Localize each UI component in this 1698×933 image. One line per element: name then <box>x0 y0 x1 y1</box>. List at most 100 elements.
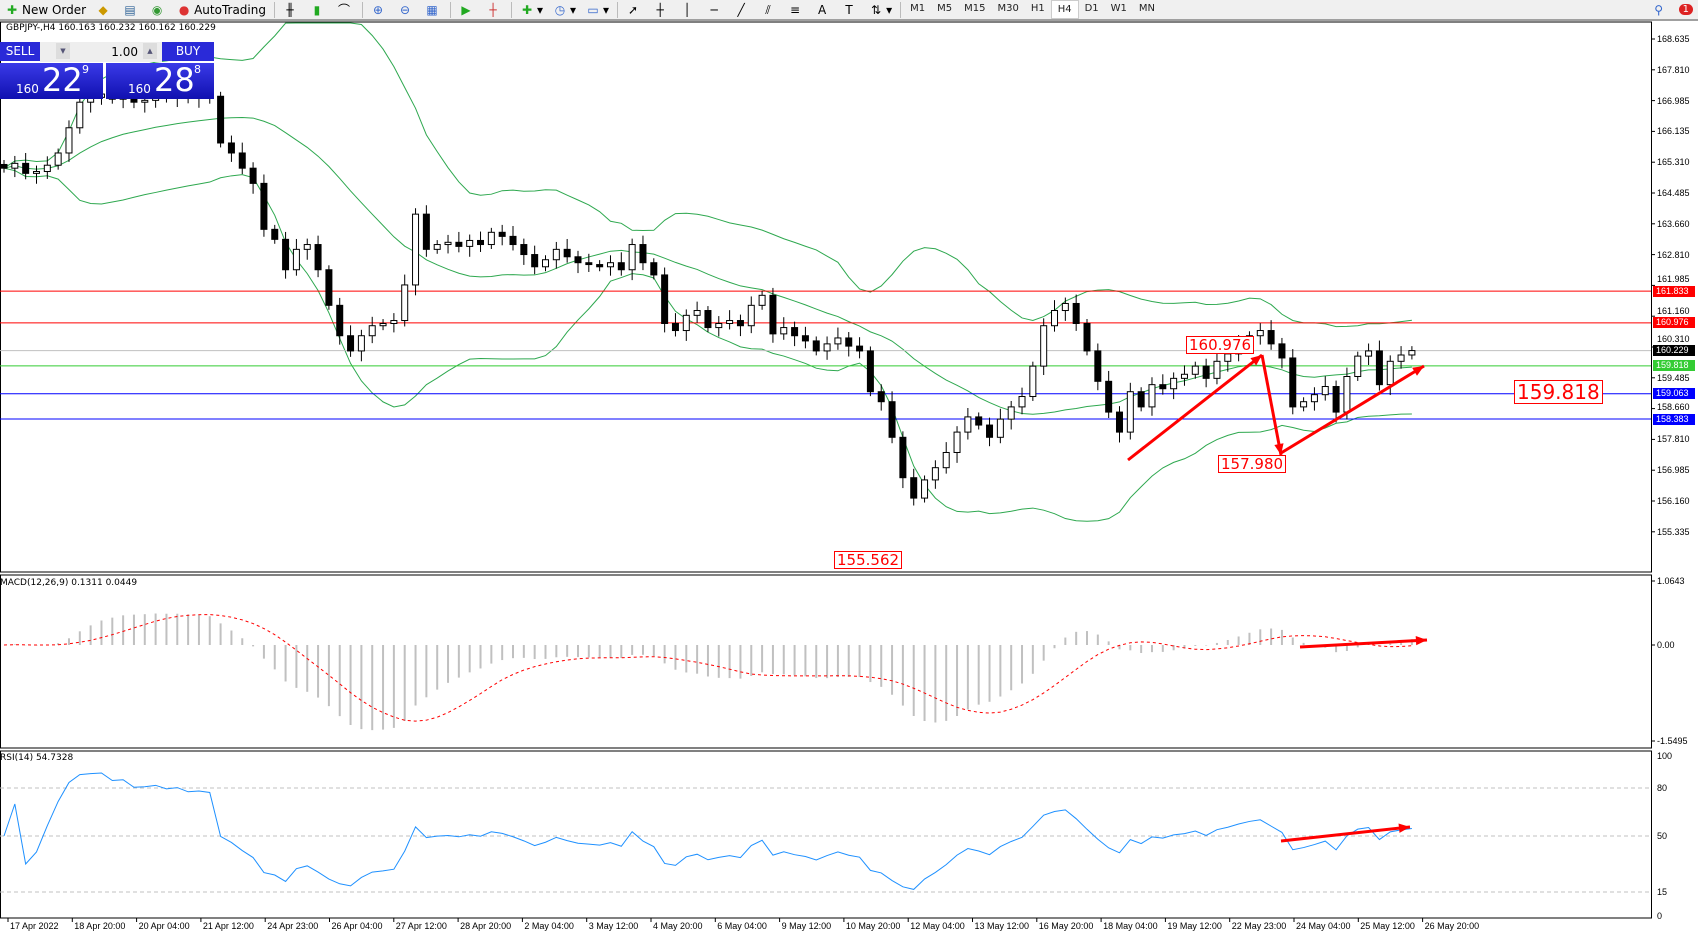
indicators-button[interactable]: ✚ ▾ <box>521 2 544 17</box>
rsi-arrow-head <box>1398 823 1410 833</box>
autotrading-button[interactable]: ● AutoTrading <box>178 2 266 17</box>
fibonacci-button[interactable]: ≡ <box>783 0 810 19</box>
candle-body <box>282 238 290 271</box>
candle-body <box>964 416 972 433</box>
candle-chart-button[interactable]: ▮ <box>305 0 332 19</box>
timeframe-w1[interactable]: W1 <box>1110 3 1127 14</box>
zoom-in-button[interactable]: ⊕ <box>366 0 393 19</box>
tile-windows-button[interactable]: ▦ <box>420 0 447 19</box>
price-tick-label: 162.810 <box>1657 249 1690 260</box>
price-tick-label: 163.660 <box>1657 218 1690 229</box>
buy-button[interactable]: BUY <box>162 42 214 61</box>
candle-body <box>1061 302 1069 312</box>
text-button[interactable]: A <box>810 0 837 19</box>
text-label-button[interactable]: T <box>837 0 864 19</box>
periods-button[interactable]: ◷ ▾ <box>554 2 577 17</box>
cursor-button[interactable]: ➚ <box>621 0 648 19</box>
chart-shift-button[interactable]: ┼ <box>481 0 508 19</box>
low-price-label[interactable]: 157.980 <box>1218 455 1287 473</box>
vertical-line-button[interactable]: │ <box>675 0 702 19</box>
time-tick-label: 6 May 04:00 <box>717 921 767 931</box>
timeframe-h4[interactable]: H4 <box>1050 0 1079 19</box>
candle-body <box>303 244 311 250</box>
trendline-button[interactable]: ╱ <box>729 0 756 19</box>
time-tick-label: 26 May 20:00 <box>1424 921 1480 931</box>
channel-button[interactable]: ⫽ <box>756 0 783 19</box>
one-click-trading-panel: SELL ▼ 1.00 ▲ BUY 160 22 9 160 28 8 <box>0 42 214 99</box>
rsi-tick-label: 15 <box>1657 887 1668 897</box>
timeframe-m5[interactable]: M5 <box>937 3 953 14</box>
high-price-label[interactable]: 160.976 <box>1186 336 1255 354</box>
timeframe-d1[interactable]: D1 <box>1084 3 1099 14</box>
timeframe-m1[interactable]: M1 <box>910 3 926 14</box>
lot-increase-button[interactable]: ▲ <box>143 43 157 59</box>
sell-button[interactable]: SELL <box>0 42 40 61</box>
candle-body <box>726 320 734 324</box>
candle-body <box>1375 350 1383 386</box>
arrows-button[interactable]: ⇅ ▾ <box>871 2 893 17</box>
candle-body <box>455 241 463 247</box>
timeframe-m30[interactable]: M30 <box>997 3 1019 14</box>
candle-body <box>1180 373 1188 379</box>
rsi-tick-label: 100 <box>1657 751 1673 761</box>
bottom-price-label[interactable]: 155.562 <box>834 551 903 569</box>
candle-body <box>628 244 636 271</box>
macd-label: MACD(12,26,9) 0.1311 0.0449 <box>0 578 138 588</box>
sell-price[interactable]: 160 22 9 <box>0 61 103 99</box>
signals-button[interactable]: ◉ <box>145 0 172 19</box>
timeframe-h1[interactable]: H1 <box>1030 3 1045 14</box>
time-tick-label: 17 Apr 2022 <box>10 921 59 931</box>
candle-body <box>910 477 918 499</box>
search-icon: ⚲ <box>1654 2 1664 17</box>
candle-body <box>325 269 333 306</box>
new-order-button[interactable]: ✚ New Order <box>6 2 87 17</box>
candle-body <box>921 479 929 499</box>
search-button[interactable]: ⚲ <box>1647 0 1674 19</box>
bar-chart-button[interactable]: ╫ <box>278 0 305 19</box>
time-tick-label: 18 Apr 20:00 <box>74 921 126 931</box>
time-tick-label: 21 Apr 12:00 <box>202 921 254 931</box>
candle-body <box>0 163 8 169</box>
toolbar: ✚ New Order ◆ ▤ ◉ ● AutoTrading ╫ ▮ ⌒ ⊕ ⊖ … <box>0 0 1698 21</box>
rsi-tick-label: 80 <box>1657 783 1668 793</box>
lot-input[interactable]: 1.00 <box>111 45 138 59</box>
market-watch-button[interactable]: ◆ <box>91 0 118 19</box>
macd-tick-label: 0.00 <box>1657 640 1675 650</box>
autoscroll-button[interactable]: ▶ <box>454 0 481 19</box>
candle-body <box>368 325 376 337</box>
lot-control: ▼ 1.00 ▲ <box>40 42 162 62</box>
add-indicator-icon: ✚ <box>521 2 533 17</box>
candle-body <box>260 182 268 230</box>
level-price-label[interactable]: 159.818 <box>1514 380 1603 404</box>
time-tick-label: 16 May 20:00 <box>1038 921 1094 931</box>
separator <box>273 1 275 18</box>
candle-body <box>217 95 225 144</box>
lot-decrease-button[interactable]: ▼ <box>56 43 70 59</box>
price-tick-label: 161.985 <box>1657 274 1690 285</box>
line-chart-button[interactable]: ⌒ <box>332 0 359 19</box>
crosshair-button[interactable]: ┼ <box>648 0 675 19</box>
timeframe-m15[interactable]: M15 <box>964 3 986 14</box>
equidistant-channel-icon: ⫽ <box>765 2 771 17</box>
candle-body <box>834 337 842 345</box>
notifications-button[interactable]: 1 <box>1674 0 1698 19</box>
horizontal-line-button[interactable]: ─ <box>702 0 729 19</box>
candle-body <box>650 262 658 276</box>
candle-body <box>487 231 495 246</box>
candle-body <box>1083 322 1091 352</box>
navigator-button[interactable]: ▤ <box>118 0 145 19</box>
chart-canvas[interactable] <box>0 21 1698 933</box>
zoom-out-button[interactable]: ⊖ <box>393 0 420 19</box>
candle-body <box>715 322 723 329</box>
buy-price[interactable]: 160 28 8 <box>106 61 214 99</box>
candle-body <box>238 152 246 169</box>
templates-button[interactable]: ▭ ▾ <box>587 2 610 17</box>
separator <box>449 1 451 18</box>
price-tick-label: 168.635 <box>1657 34 1690 44</box>
timeframe-mn[interactable]: MN <box>1138 3 1156 14</box>
fibonacci-icon: ≡ <box>790 2 801 17</box>
price-tick-label: 166.985 <box>1657 95 1690 106</box>
candle-body <box>617 262 625 271</box>
clock-icon: ◷ <box>554 2 566 17</box>
candle-body <box>1072 302 1080 324</box>
